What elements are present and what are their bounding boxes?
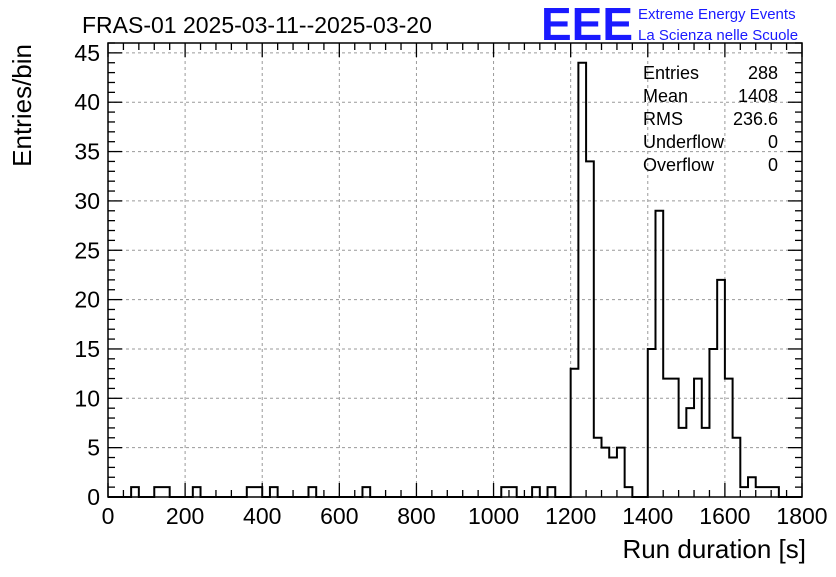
histogram-bin bbox=[679, 428, 687, 497]
histogram-bin bbox=[740, 487, 748, 497]
histogram-series bbox=[108, 61, 802, 498]
histogram-bin bbox=[717, 280, 725, 497]
histogram-bin bbox=[247, 487, 255, 497]
x-tick-label: 0 bbox=[102, 503, 115, 529]
histogram-bin bbox=[609, 458, 617, 497]
stats-value: 0 bbox=[768, 132, 778, 152]
histogram-bin bbox=[725, 379, 733, 497]
histogram-bin bbox=[193, 487, 201, 497]
axes: 0 200 400 600 800 1000 1200 1400 1600 18000510152… bbox=[74, 40, 827, 529]
histogram-bin bbox=[763, 487, 771, 497]
histogram-bin bbox=[733, 438, 741, 497]
histogram-bin bbox=[162, 487, 170, 497]
histogram-bin bbox=[655, 211, 663, 497]
logo-line-2: La Scienza nelle Scuole bbox=[638, 27, 798, 44]
histogram-bin bbox=[702, 428, 710, 497]
histogram-bin bbox=[532, 487, 540, 497]
histogram-bin bbox=[578, 63, 586, 497]
logo-line-1: Extreme Energy Events bbox=[638, 6, 796, 23]
stats-value: 288 bbox=[748, 63, 778, 83]
y-tick-label: 25 bbox=[74, 237, 100, 263]
histogram-bin bbox=[501, 487, 509, 497]
x-tick-label: 400 bbox=[243, 503, 281, 529]
y-axis-label: Entries/bin bbox=[7, 44, 37, 167]
x-tick-label: 1200 bbox=[545, 503, 596, 529]
histogram-bin bbox=[255, 487, 263, 497]
histogram-bin bbox=[270, 487, 278, 497]
histogram-bin bbox=[648, 349, 656, 497]
y-tick-label: 0 bbox=[87, 484, 100, 510]
histogram-bin bbox=[308, 487, 316, 497]
stats-label: Entries bbox=[643, 63, 699, 83]
histogram-bin bbox=[571, 369, 579, 497]
histogram-bin bbox=[771, 487, 779, 497]
y-tick-label: 35 bbox=[74, 139, 100, 165]
chart-title: FRAS-01 2025-03-11--2025-03-20 bbox=[82, 12, 432, 38]
eee-logo-mark: EEE bbox=[541, 0, 633, 50]
y-tick-label: 15 bbox=[74, 336, 100, 362]
histogram-bin bbox=[671, 379, 679, 497]
histogram-bin bbox=[686, 408, 694, 497]
histogram-bin bbox=[586, 161, 594, 497]
histogram-bin bbox=[594, 438, 602, 497]
stats-label: Mean bbox=[643, 86, 688, 106]
stats-value: 1408 bbox=[738, 86, 778, 106]
x-tick-label: 600 bbox=[320, 503, 358, 529]
x-tick-label: 1800 bbox=[776, 503, 827, 529]
x-tick-label: 1000 bbox=[468, 503, 519, 529]
stats-value: 0 bbox=[768, 155, 778, 175]
histogram-bin bbox=[509, 487, 517, 497]
histogram-bin bbox=[154, 487, 162, 497]
histogram-bin bbox=[694, 379, 702, 497]
histogram-bin bbox=[131, 487, 139, 497]
stats-label: Overflow bbox=[643, 155, 715, 175]
histogram-bin bbox=[617, 448, 625, 497]
stats-label: Underflow bbox=[643, 132, 725, 152]
x-axis-label: Run duration [s] bbox=[622, 534, 806, 564]
y-tick-label: 10 bbox=[74, 385, 100, 411]
histogram-bin bbox=[709, 349, 717, 497]
histogram-bin bbox=[748, 477, 756, 497]
x-tick-label: 1600 bbox=[699, 503, 750, 529]
histogram-bin bbox=[663, 379, 671, 497]
y-tick-label: 5 bbox=[87, 435, 100, 461]
x-tick-label: 200 bbox=[166, 503, 204, 529]
logo: EEE Extreme Energy Events La Scienza nel… bbox=[541, 0, 798, 50]
x-tick-label: 1400 bbox=[622, 503, 673, 529]
x-tick-label: 800 bbox=[397, 503, 435, 529]
histogram-bin bbox=[602, 448, 610, 497]
stats-value: 236.6 bbox=[733, 109, 778, 129]
y-tick-label: 40 bbox=[74, 89, 100, 115]
histogram-bin bbox=[362, 487, 370, 497]
y-tick-label: 30 bbox=[74, 188, 100, 214]
stats-label: RMS bbox=[643, 109, 683, 129]
histogram-bin bbox=[625, 487, 633, 497]
y-tick-label: 45 bbox=[74, 40, 100, 66]
stats-box: Entries 288 Mean 1408 RMS 236.6 Underflow 0 Over… bbox=[643, 63, 778, 175]
histogram-bin bbox=[548, 487, 556, 497]
y-tick-label: 20 bbox=[74, 287, 100, 313]
histogram-bin bbox=[756, 487, 764, 497]
